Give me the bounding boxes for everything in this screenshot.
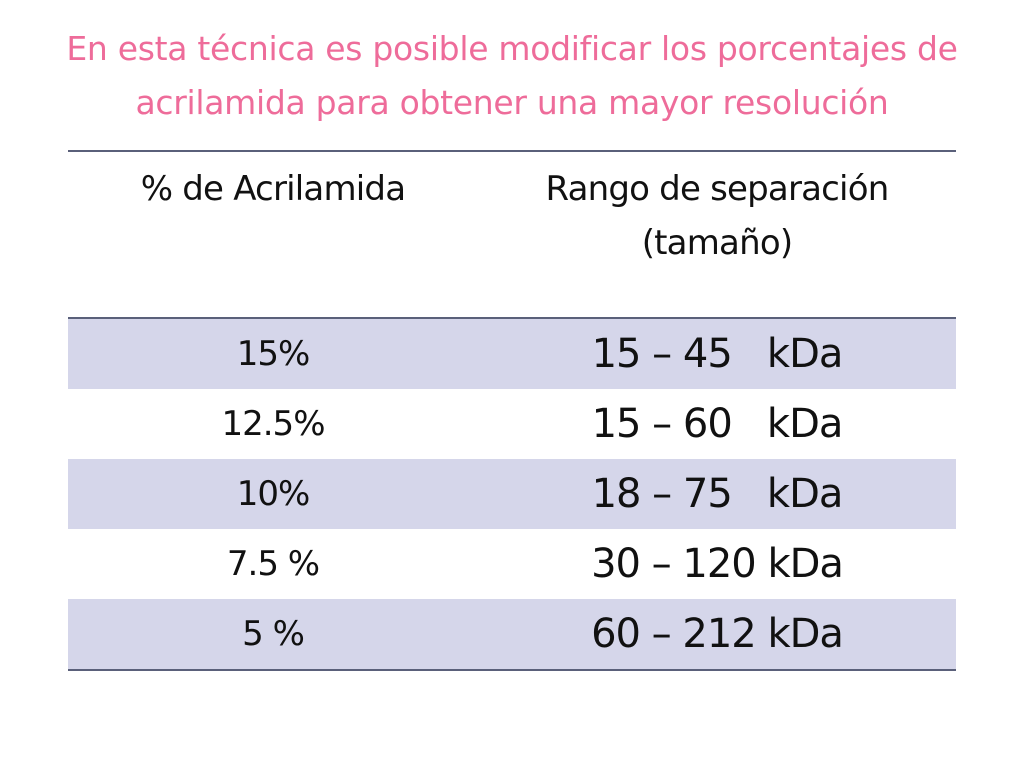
slide-title: En esta técnica es posible modificar los… [0,22,1024,130]
table-row: 7.5 % 30 – 120 kDa [68,529,956,599]
acrylamide-percent-cell: 12.5% [221,404,325,444]
separation-range-cell: 60 – 212 kDa [591,611,844,657]
header-separation-range: Rango de separación (tamaño) [478,152,956,317]
title-line-1: En esta técnica es posible modificar los… [66,29,958,68]
separation-range-cell: 15 – 45 kDa [591,331,844,377]
table-header: % de Acrilamida Rango de separación (tam… [68,152,956,319]
acrylamide-percent-cell: 5 % [242,614,305,654]
acrylamide-percent-cell: 10% [236,474,311,514]
acrylamide-table: % de Acrilamida Rango de separación (tam… [68,150,956,671]
acrylamide-percent-cell: 15% [236,334,311,374]
separation-range-cell: 15 – 60 kDa [591,401,844,447]
header-acrylamide-percent: % de Acrilamida [140,169,406,209]
table-row: 15% 15 – 45 kDa [68,319,956,389]
separation-range-cell: 18 – 75 kDa [591,471,844,517]
acrylamide-percent-cell: 7.5 % [226,544,320,584]
separation-range-cell: 30 – 120 kDa [591,541,844,587]
table-row: 10% 18 – 75 kDa [68,459,956,529]
table-row: 12.5% 15 – 60 kDa [68,389,956,459]
title-line-2: acrilamida para obtener una mayor resolu… [135,83,889,122]
header-range-line-2: (tamaño) [641,223,793,263]
header-range-line-1: Rango de separación [545,169,890,209]
table-row: 5 % 60 – 212 kDa [68,599,956,669]
